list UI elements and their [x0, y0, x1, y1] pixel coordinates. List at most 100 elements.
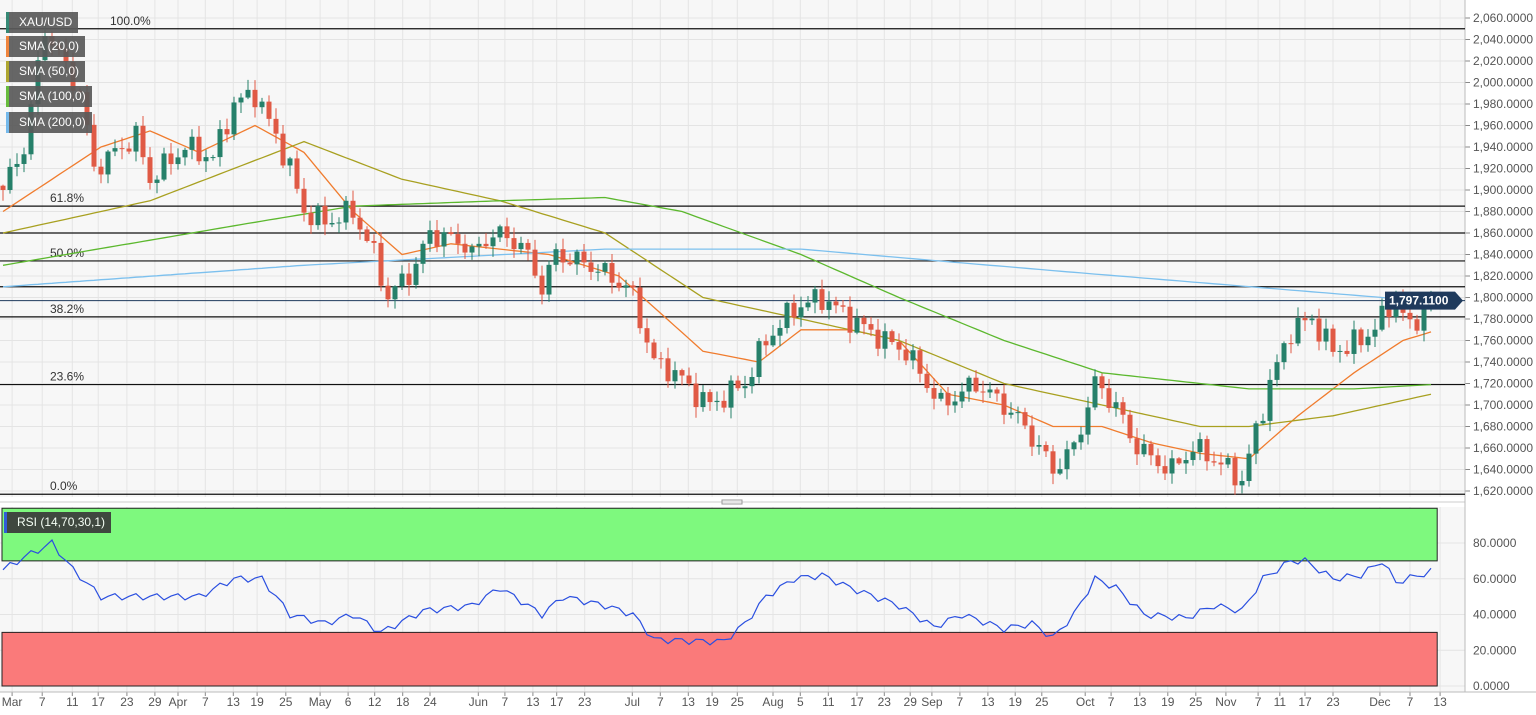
candle-body [273, 118, 279, 134]
sma50-line [2, 140, 1432, 428]
x-tick-label: 7 [502, 695, 509, 709]
candle-body [1106, 388, 1112, 408]
x-tick-label: 7 [1108, 695, 1115, 709]
candle-body [595, 271, 601, 273]
candle [203, 149, 209, 173]
candle-body [644, 328, 650, 343]
candle [1365, 329, 1371, 352]
candle-body [1218, 462, 1224, 465]
candle-body [686, 375, 692, 384]
candle [224, 118, 230, 143]
y-tick-label: 1,880.0000 [1473, 205, 1533, 219]
x-tick-label: 5 [797, 695, 804, 709]
candle [896, 333, 902, 361]
candle [910, 344, 916, 370]
candle [574, 249, 580, 275]
legend-sma50[interactable]: SMA (50,0) [6, 61, 86, 82]
candle-body [259, 101, 265, 108]
x-tick-label: 11 [66, 695, 79, 709]
candle-body [1127, 414, 1133, 439]
y-tick-label: 1,640.0000 [1473, 463, 1533, 477]
candle [406, 262, 412, 296]
candle [399, 265, 405, 291]
legend-sma20[interactable]: SMA (20,0) [6, 36, 86, 57]
candle-body [462, 243, 468, 253]
candle-body [1253, 423, 1259, 454]
candle-body [868, 324, 874, 330]
fib-level-label: 61.8% [50, 191, 84, 205]
candle-body [434, 230, 440, 247]
x-tick-label: 17 [1298, 695, 1312, 709]
candle [714, 391, 720, 411]
y-tick-label: 1,920.0000 [1473, 162, 1533, 176]
candle [1211, 451, 1217, 467]
y-tick-label: 1,760.0000 [1473, 334, 1533, 348]
candle [336, 217, 342, 233]
candle-body [854, 317, 860, 333]
y-tick-label: 2,000.0000 [1473, 76, 1533, 90]
legend-sma100[interactable]: SMA (100,0) [6, 86, 92, 107]
candle [182, 147, 188, 166]
candle-body [728, 380, 734, 408]
candle [147, 147, 153, 190]
candle [868, 316, 874, 337]
candle-body [280, 133, 286, 166]
candle-body [98, 166, 104, 175]
candle [658, 351, 664, 369]
legend-rsi[interactable]: RSI (14,70,30,1) [4, 512, 112, 533]
candle-body [1029, 425, 1035, 447]
candle-body [700, 392, 706, 408]
candle-body [357, 217, 363, 230]
candle [581, 244, 587, 269]
candle-body [266, 101, 272, 119]
candle [567, 253, 573, 266]
candle-body [924, 373, 930, 389]
candle-body [1260, 420, 1266, 424]
candle-body [1414, 319, 1420, 331]
candle-body [665, 358, 671, 382]
candle-body [679, 370, 685, 376]
candle-body [217, 129, 223, 158]
candle-body [1008, 412, 1014, 415]
candle [490, 229, 496, 257]
candle [987, 382, 993, 398]
x-tick-label: 18 [396, 695, 410, 709]
x-tick-label: 25 [279, 695, 293, 709]
candle [280, 125, 286, 169]
candle-body [714, 400, 720, 403]
candle-body [588, 262, 594, 272]
candle [854, 308, 860, 335]
candle [763, 334, 769, 356]
candle-body [1148, 443, 1154, 456]
candle [441, 227, 447, 258]
candle [427, 220, 433, 252]
candle [994, 387, 1000, 402]
y-tick-label: 1,840.0000 [1473, 248, 1533, 262]
candle [819, 279, 825, 314]
oversold-zone [1, 631, 1438, 687]
candle-body [798, 307, 804, 318]
candle-body [413, 263, 419, 285]
candle [434, 219, 440, 253]
legend-xauusd[interactable]: XAU/USD [6, 12, 79, 33]
y-tick-label: 1,740.0000 [1473, 355, 1533, 369]
candle-body [175, 157, 181, 165]
legend-sma200[interactable]: SMA (200,0) [6, 112, 92, 133]
candle [518, 236, 524, 254]
candle-body [210, 157, 216, 159]
candle-body [847, 306, 853, 333]
candle-body [945, 392, 951, 406]
candle [945, 387, 951, 416]
candle-body [1407, 312, 1413, 320]
candle [588, 251, 594, 281]
candle-body [707, 392, 713, 403]
candle-body [651, 342, 657, 359]
candle-body [105, 151, 111, 175]
candle [1043, 441, 1049, 457]
candle [539, 265, 545, 305]
candle [112, 139, 118, 157]
candle-body [819, 289, 825, 310]
panel-resize-handle[interactable] [721, 499, 743, 505]
candle [560, 238, 566, 273]
